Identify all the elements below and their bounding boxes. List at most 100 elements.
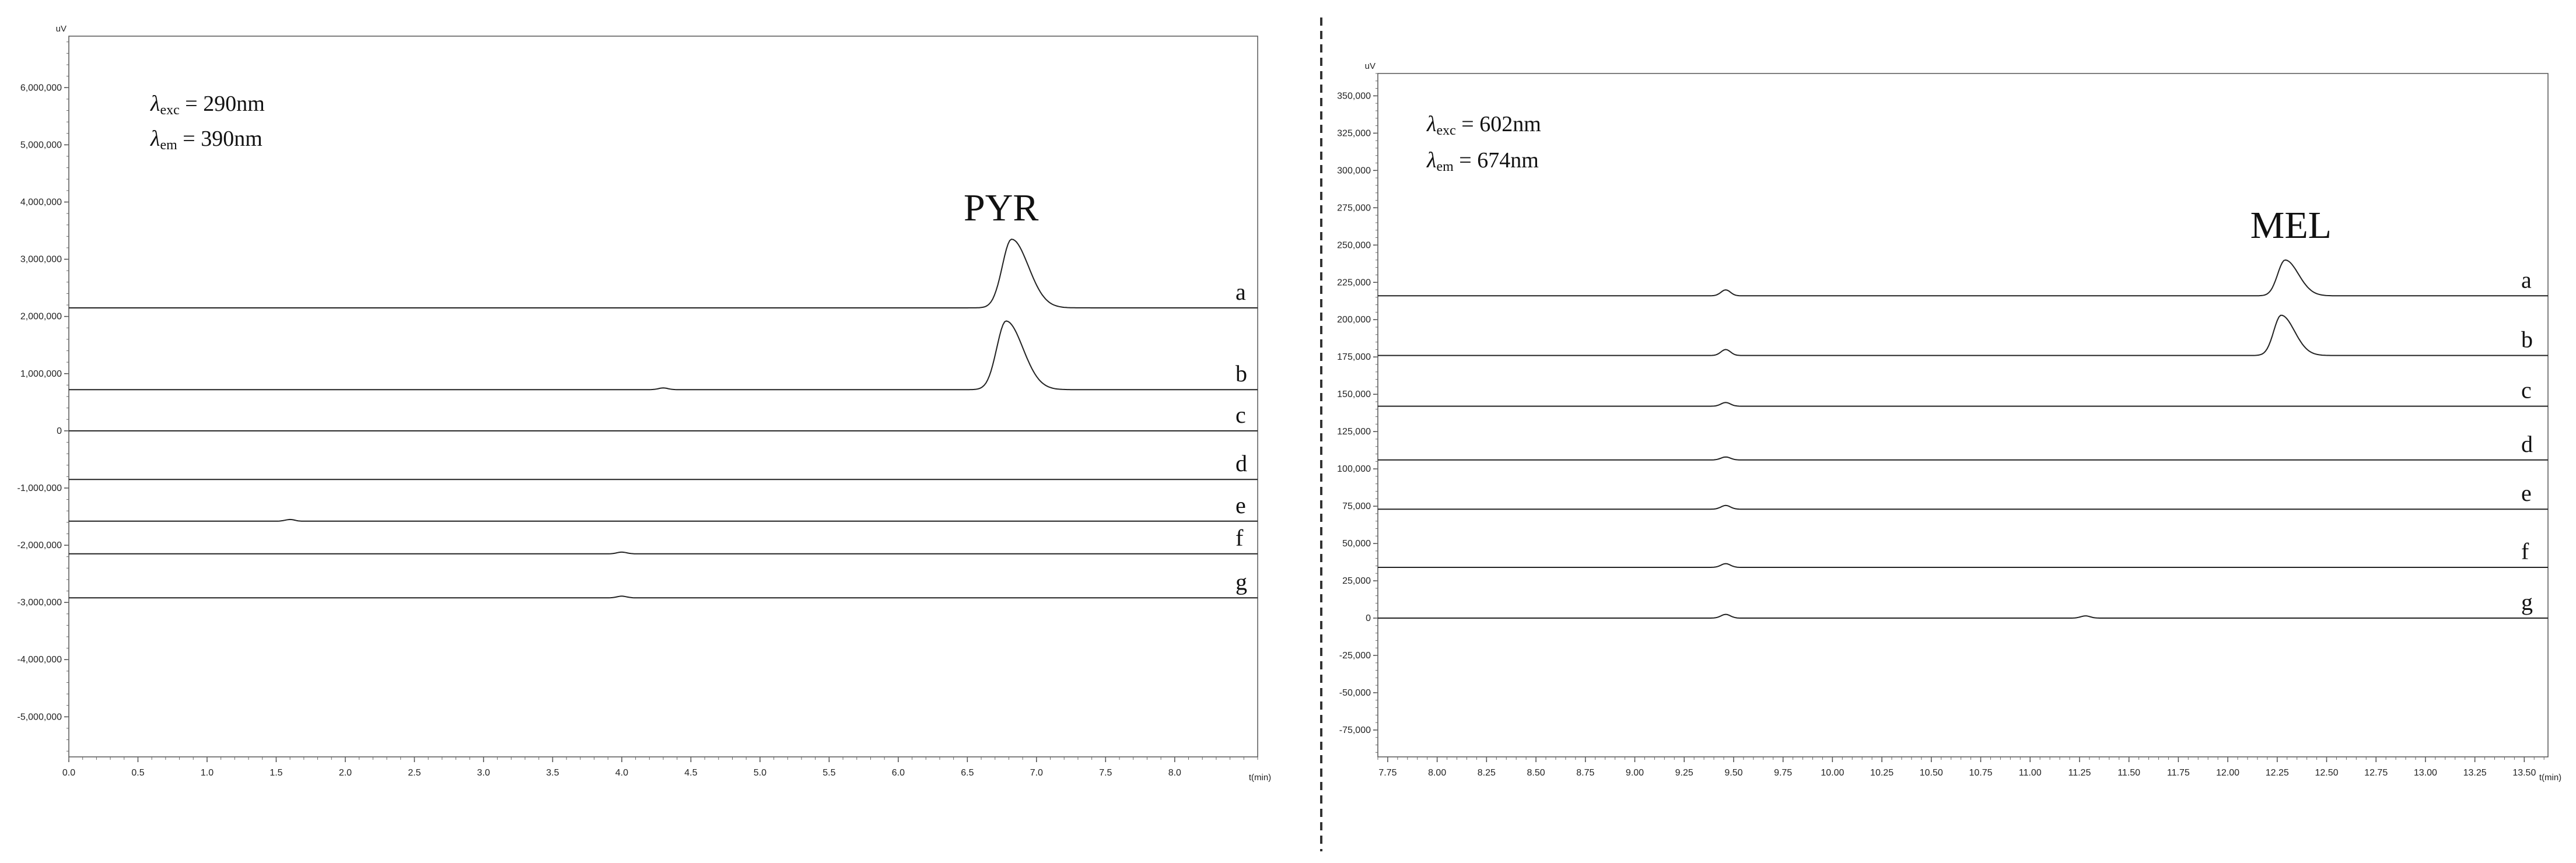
x-tick-label: 2.5 xyxy=(408,768,421,778)
x-tick-label: 8.25 xyxy=(1478,768,1496,778)
y-tick-label: 4,000,000 xyxy=(20,197,62,207)
trace-label-g: g xyxy=(2521,589,2533,615)
trace-label-g: g xyxy=(1236,569,1247,595)
x-tick-label: 5.5 xyxy=(822,768,835,778)
trace-label-b: b xyxy=(1236,360,1247,387)
x-tick-label: 9.00 xyxy=(1626,768,1644,778)
trace-f xyxy=(69,551,1258,555)
x-tick-label: 12.00 xyxy=(2216,768,2239,778)
wavelength-value: = 602nm xyxy=(1456,112,1541,136)
lambda-symbol: λ xyxy=(150,92,160,116)
x-tick-label: 10.50 xyxy=(1920,768,1943,778)
trace-label-e: e xyxy=(1236,492,1246,518)
y-tick-label: 275,000 xyxy=(1337,203,1371,213)
x-tick-label: 13.50 xyxy=(2512,768,2536,778)
x-tick-label: 13.00 xyxy=(2414,768,2437,778)
x-unit-label: t(min) xyxy=(1249,773,1271,783)
y-tick-label: -25,000 xyxy=(1339,651,1371,661)
y-tick-label: 150,000 xyxy=(1337,390,1371,399)
x-tick-label: 2.0 xyxy=(339,768,352,778)
y-tick-label: 350,000 xyxy=(1337,91,1371,101)
trace-a xyxy=(69,238,1258,308)
pyr-chromatogram-panel: 6,000,000 5,000,000 4,000,000 3,000,000 2,00… xyxy=(17,24,1271,783)
x-tick-label: 3.0 xyxy=(477,768,490,778)
x-tick-label: 11.50 xyxy=(2118,768,2140,778)
x-tick-label: 8.00 xyxy=(1428,768,1446,778)
x-tick-label: 13.25 xyxy=(2463,768,2487,778)
trace-label-d: d xyxy=(2521,431,2533,457)
lambda-symbol: λ xyxy=(1426,112,1436,136)
wavelength-subscript: em xyxy=(160,138,177,153)
lambda-symbol: λ xyxy=(150,127,160,151)
wavelength-value: = 290nm xyxy=(180,92,265,116)
x-tick-label: 11.25 xyxy=(2068,768,2091,778)
x-tick-label: 10.75 xyxy=(1969,768,1992,778)
y-tick-label: 75,000 xyxy=(1342,501,1371,511)
y-tick-label: -75,000 xyxy=(1339,725,1371,735)
y-tick-label: 175,000 xyxy=(1337,352,1371,362)
trace-d xyxy=(1378,456,2548,461)
trace-g xyxy=(1378,613,2548,619)
y-tick-label: 200,000 xyxy=(1337,315,1371,325)
plot-frame xyxy=(1377,73,2549,757)
trace-f xyxy=(1378,563,2548,568)
excitation-wavelength-label: λexc = 602nm xyxy=(1426,112,1541,138)
trace-e xyxy=(1378,504,2548,510)
x-tick-label: 3.5 xyxy=(546,768,559,778)
x-tick-label: 12.50 xyxy=(2315,768,2338,778)
y-tick-label: 225,000 xyxy=(1337,278,1371,287)
x-tick-label: 4.0 xyxy=(615,768,628,778)
y-unit-label: uV xyxy=(56,24,66,34)
x-tick-label: 8.50 xyxy=(1527,768,1545,778)
y-tick-label: -5,000,000 xyxy=(17,712,62,722)
y-tick-label: -2,000,000 xyxy=(17,541,62,550)
trace-label-f: f xyxy=(1236,525,1244,551)
y-tick-label: 5,000,000 xyxy=(20,140,62,150)
y-tick-label: 50,000 xyxy=(1342,539,1371,549)
trace-label-a: a xyxy=(1236,279,1246,305)
peak-label: MEL xyxy=(2250,204,2332,247)
x-tick-label: 9.25 xyxy=(1675,768,1693,778)
trace-e xyxy=(69,518,1258,522)
x-tick-label: 12.75 xyxy=(2364,768,2388,778)
x-tick-label: 9.50 xyxy=(1724,768,1742,778)
trace-label-d: d xyxy=(1236,450,1247,476)
y-tick-label: 250,000 xyxy=(1337,240,1371,250)
x-tick-label: 10.00 xyxy=(1821,768,1844,778)
x-tick-label: 9.75 xyxy=(1774,768,1792,778)
trace-label-b: b xyxy=(2521,327,2533,353)
trace-label-a: a xyxy=(2521,266,2532,293)
mel-chromatogram-panel: 350,000 325,000 300,000 275,000 250,000 225,0… xyxy=(1337,61,2561,783)
x-tick-label: 7.75 xyxy=(1378,768,1396,778)
wavelength-value: = 390nm xyxy=(177,127,262,151)
x-tick-label: 0.0 xyxy=(62,768,75,778)
x-unit-label: t(min) xyxy=(2539,773,2561,783)
y-tick-label: 6,000,000 xyxy=(20,83,62,93)
x-tick-label: 8.75 xyxy=(1576,768,1594,778)
y-tick-label: 0 xyxy=(1366,613,1371,623)
trace-label-f: f xyxy=(2521,538,2529,564)
peak-label: PYR xyxy=(964,187,1038,229)
excitation-wavelength-label: λexc = 290nm xyxy=(150,92,265,118)
y-tick-label: -50,000 xyxy=(1339,688,1371,698)
x-tick-label: 10.25 xyxy=(1870,768,1894,778)
trace-label-c: c xyxy=(2521,377,2532,404)
y-tick-label: 100,000 xyxy=(1337,464,1371,474)
y-tick-label: 125,000 xyxy=(1337,427,1371,437)
emission-wavelength-label: λem = 390nm xyxy=(150,127,262,153)
trace-b xyxy=(1378,314,2548,356)
x-tick-label: 7.0 xyxy=(1030,768,1043,778)
lambda-symbol: λ xyxy=(1426,148,1436,173)
x-tick-label: 1.5 xyxy=(270,768,282,778)
wavelength-subscript: em xyxy=(1436,159,1454,174)
y-tick-label: -4,000,000 xyxy=(17,655,62,665)
y-tick-label: 1,000,000 xyxy=(20,369,62,379)
trace-g xyxy=(69,595,1258,599)
wavelength-subscript: exc xyxy=(160,103,179,118)
x-tick-label: 4.5 xyxy=(684,768,697,778)
trace-label-c: c xyxy=(1236,402,1246,428)
trace-c xyxy=(1378,402,2548,407)
y-tick-label: 300,000 xyxy=(1337,166,1371,176)
x-tick-label: 7.5 xyxy=(1099,768,1112,778)
y-tick-label: 25,000 xyxy=(1342,576,1371,586)
